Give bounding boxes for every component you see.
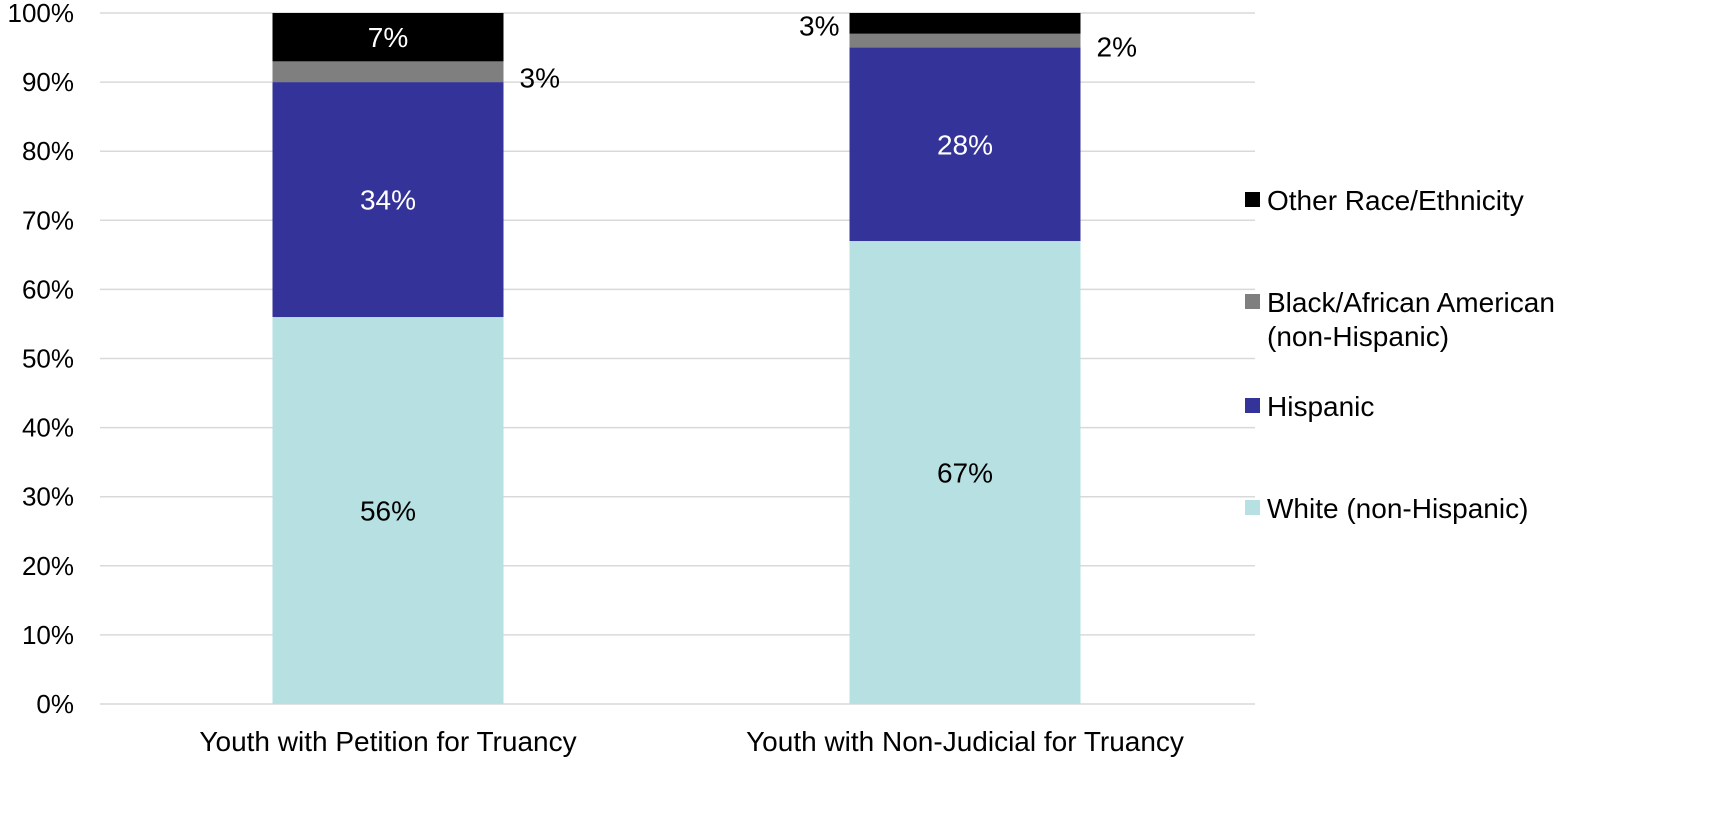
y-tick-label: 70%	[22, 205, 74, 235]
legend-label: White (non-Hispanic)	[1267, 493, 1528, 524]
legend-item-hispanic: Hispanic	[1245, 391, 1374, 422]
legend: Other Race/Ethnicity Black/African Americ…	[1245, 185, 1555, 524]
y-tick-label: 20%	[22, 551, 74, 581]
data-label-white-non-hispanic: 56%	[360, 496, 416, 527]
legend-label: Black/African American	[1267, 287, 1555, 318]
legend-item-black-african-american-non-hispanic: Black/African American(non-Hispanic)	[1245, 287, 1555, 352]
data-label-other-race-ethnicity: 7%	[368, 22, 408, 53]
legend-label: (non-Hispanic)	[1267, 321, 1449, 352]
bar-segment-white-non-hispanic	[272, 317, 504, 704]
bar-segment-hispanic	[849, 47, 1081, 242]
legend-swatch	[1245, 500, 1260, 515]
y-tick-label: 60%	[22, 274, 74, 304]
y-tick-label: 40%	[22, 413, 74, 443]
y-tick-label: 10%	[22, 620, 74, 650]
legend-label: Hispanic	[1267, 391, 1374, 422]
bar-segment-white-non-hispanic	[849, 241, 1081, 704]
x-category-label: Youth with Petition for Truancy	[199, 726, 576, 757]
y-tick-label: 80%	[22, 136, 74, 166]
bar-segment-black-african-american-non-hispanic	[849, 33, 1081, 48]
y-tick-label: 50%	[22, 344, 74, 374]
bar-segment-black-african-american-non-hispanic	[272, 61, 504, 83]
bars	[272, 13, 1081, 704]
data-label-black-african-american-non-hispanic: 2%	[1097, 32, 1137, 63]
data-label-hispanic: 28%	[937, 129, 993, 160]
bar-segment-hispanic	[272, 82, 504, 318]
data-label-hispanic: 34%	[360, 185, 416, 216]
legend-item-white-non-hispanic: White (non-Hispanic)	[1245, 493, 1528, 524]
data-labels: 56% 34% 3% 7% 67% 28% 2% 3%	[360, 10, 1137, 526]
y-tick-label: 100%	[8, 0, 75, 28]
legend-swatch	[1245, 398, 1260, 413]
legend-item-other-race-ethnicity: Other Race/Ethnicity	[1245, 185, 1524, 216]
legend-swatch	[1245, 294, 1260, 309]
y-axis-tick-labels: 0% 10% 20% 30% 40% 50% 60% 70% 80% 90% 100%	[8, 0, 75, 719]
x-axis-category-labels: Youth with Petition for Truancy Youth wit…	[199, 726, 1184, 757]
bar-segment-other-race-ethnicity	[849, 13, 1081, 34]
x-category-label: Youth with Non-Judicial for Truancy	[746, 726, 1184, 757]
data-label-black-african-american-non-hispanic: 3%	[520, 63, 560, 94]
data-label-white-non-hispanic: 67%	[937, 458, 993, 489]
y-tick-label: 90%	[22, 67, 74, 97]
bar-segment-other-race-ethnicity	[272, 13, 504, 62]
y-tick-label: 0%	[36, 689, 74, 719]
y-tick-label: 30%	[22, 482, 74, 512]
data-label-other-race-ethnicity: 3%	[799, 10, 839, 41]
legend-label: Other Race/Ethnicity	[1267, 185, 1524, 216]
legend-swatch	[1245, 192, 1260, 207]
